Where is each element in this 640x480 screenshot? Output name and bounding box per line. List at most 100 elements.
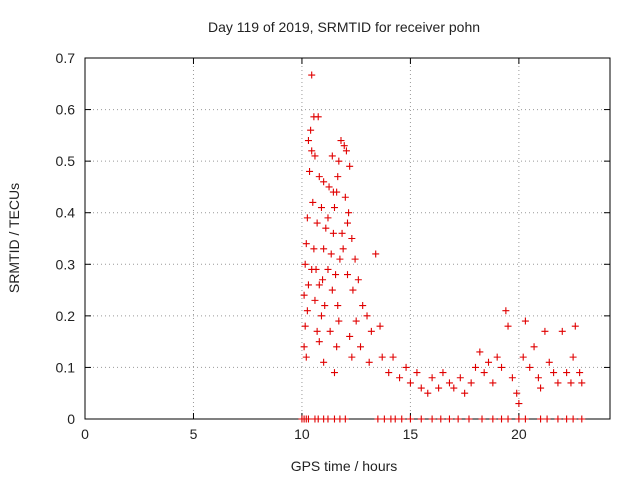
data-point	[365, 358, 373, 366]
data-point	[424, 389, 432, 397]
chart-title: Day 119 of 2019, SRMTID for receiver poh…	[208, 19, 480, 35]
data-point	[344, 219, 351, 227]
data-point	[439, 369, 447, 377]
data-point	[569, 353, 577, 361]
data-point	[563, 415, 571, 423]
data-point	[311, 296, 319, 304]
y-tick-label: 0.7	[56, 50, 76, 66]
data-point	[465, 415, 473, 423]
data-point	[563, 369, 571, 377]
data-point	[324, 415, 332, 423]
data-point	[435, 384, 443, 392]
data-point	[332, 271, 340, 279]
data-point	[376, 322, 384, 330]
data-point	[319, 276, 327, 284]
data-point	[515, 415, 523, 423]
data-point	[380, 415, 388, 423]
data-point	[578, 415, 586, 423]
data-point	[315, 173, 323, 181]
data-point	[322, 224, 330, 232]
data-point	[417, 415, 425, 423]
data-point	[467, 379, 475, 387]
data-point	[385, 369, 393, 377]
data-point	[341, 415, 349, 423]
data-point	[489, 415, 497, 423]
data-point	[339, 245, 347, 253]
data-point	[304, 137, 312, 145]
data-point	[530, 343, 538, 351]
data-point	[406, 379, 414, 387]
data-point	[537, 384, 545, 392]
data-point	[554, 379, 562, 387]
data-point	[450, 384, 458, 392]
data-point	[569, 415, 577, 423]
data-point	[567, 379, 575, 387]
data-point	[526, 363, 534, 371]
data-point	[413, 369, 421, 377]
data-point	[308, 147, 316, 155]
data-point	[327, 250, 335, 258]
data-point	[545, 358, 553, 366]
data-point	[300, 291, 308, 299]
data-point	[329, 229, 337, 237]
data-point	[320, 245, 328, 253]
data-point	[504, 415, 512, 423]
data-point	[328, 286, 336, 294]
data-point	[389, 353, 397, 361]
data-point	[489, 379, 497, 387]
data-point	[326, 327, 334, 335]
data-point	[391, 415, 399, 423]
data-point	[485, 358, 493, 366]
data-point	[307, 126, 315, 134]
data-point	[336, 255, 344, 263]
data-point	[313, 327, 321, 335]
data-point	[342, 147, 350, 155]
data-point	[329, 188, 337, 196]
data-point	[304, 415, 312, 423]
data-point	[396, 374, 404, 382]
data-point	[335, 317, 343, 325]
data-point	[341, 193, 349, 201]
data-point	[302, 353, 310, 361]
y-axis-ticks: 0 0.1 0.2 0.3 0.4 0.5 0.6 0.7	[56, 50, 610, 427]
data-point	[363, 312, 371, 320]
data-point	[445, 415, 453, 423]
data-point	[367, 327, 375, 335]
data-point	[402, 363, 410, 371]
data-point	[558, 327, 566, 335]
x-tick-label: 10	[294, 426, 310, 442]
data-point	[508, 374, 516, 382]
data-point	[428, 415, 436, 423]
data-point	[480, 369, 488, 377]
data-point	[330, 204, 338, 212]
data-point	[351, 255, 359, 263]
data-point	[346, 332, 354, 340]
y-tick-label: 0.6	[56, 102, 76, 118]
data-point	[334, 302, 342, 310]
data-point	[324, 265, 332, 273]
data-point	[498, 363, 506, 371]
data-point	[334, 173, 342, 181]
x-tick-label: 0	[81, 426, 89, 442]
data-point	[543, 415, 551, 423]
data-point	[312, 265, 320, 273]
data-point	[352, 317, 360, 325]
data-point	[478, 415, 486, 423]
data-point	[306, 167, 314, 175]
data-point	[541, 327, 549, 335]
data-point	[519, 353, 527, 361]
data-point	[571, 322, 579, 330]
data-point	[417, 384, 425, 392]
data-point	[335, 157, 343, 165]
data-point	[310, 245, 318, 253]
data-point	[354, 276, 362, 284]
data-point	[317, 204, 325, 212]
data-point	[333, 343, 341, 351]
data-point	[301, 260, 309, 268]
data-point	[534, 374, 542, 382]
data-point	[359, 302, 367, 310]
data-point	[304, 281, 312, 289]
data-point	[324, 214, 332, 222]
data-point	[521, 317, 529, 325]
data-point	[303, 307, 311, 315]
